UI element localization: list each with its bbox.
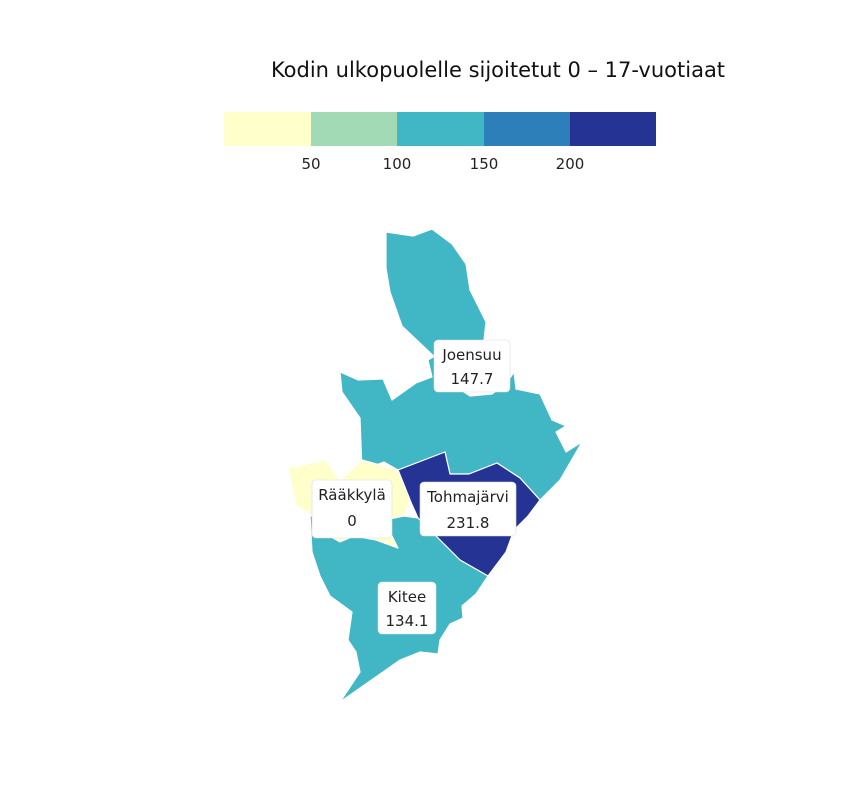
legend-tick-150: 150 xyxy=(470,155,499,173)
label-kitee-name: Kitee xyxy=(388,588,426,606)
legend-swatch-3 xyxy=(484,112,570,146)
label-joensuu: Joensuu 147.7 xyxy=(433,339,511,393)
legend-swatch-1 xyxy=(311,112,397,146)
label-kitee-value: 134.1 xyxy=(386,612,429,630)
region-labels: Joensuu 147.7 Rääkkylä 0 Tohmajärvi 231.… xyxy=(311,339,517,635)
legend-tick-200: 200 xyxy=(556,155,585,173)
label-joensuu-value: 147.7 xyxy=(451,370,494,388)
label-tohmajarvi-value: 231.8 xyxy=(447,514,490,532)
map-title: Kodin ulkopuolelle sijoitetut 0 – 17-vuo… xyxy=(271,58,725,82)
label-tohmajarvi-name: Tohmajärvi xyxy=(426,488,509,506)
label-tohmajarvi: Tohmajärvi 231.8 xyxy=(419,481,517,537)
legend-tick-50: 50 xyxy=(301,155,320,173)
label-joensuu-name: Joensuu xyxy=(441,346,501,364)
label-raakkyla-value: 0 xyxy=(347,512,357,530)
legend-swatch-2 xyxy=(397,112,484,146)
label-kitee: Kitee 134.1 xyxy=(377,581,437,635)
legend-swatch-4 xyxy=(570,112,656,146)
legend-swatch-0 xyxy=(224,112,311,146)
color-legend: 50 100 150 200 xyxy=(224,112,656,173)
label-raakkyla: Rääkkylä 0 xyxy=(311,479,393,539)
legend-tick-100: 100 xyxy=(383,155,412,173)
label-raakkyla-name: Rääkkylä xyxy=(318,486,386,504)
